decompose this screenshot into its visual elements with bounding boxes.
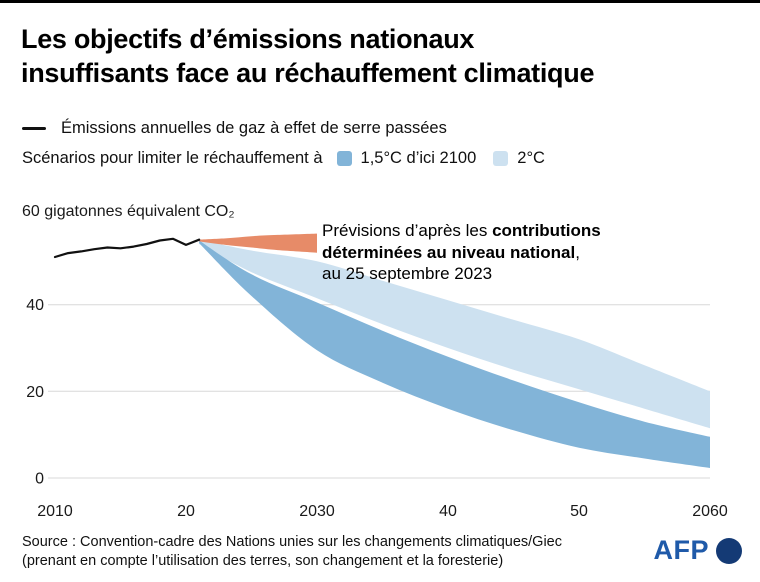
legend-scenarios: Scénarios pour limiter le réchauffement … [22,149,545,168]
y-tick-label-20: 20 [26,384,44,401]
y-tick-label-40: 40 [26,297,44,314]
x-tick-label-2020: 20 [177,503,195,520]
legend-scenario-prefix: Scénarios pour limiter le réchauffement … [22,149,323,167]
title-line-1: Les objectifs d’émissions nationaux [21,24,475,54]
source-line-1: Source : Convention-cadre des Nations un… [22,534,562,550]
legend-past-label: Émissions annuelles de gaz à effet de se… [61,119,447,137]
legend-scenario-2-label: 2°C [517,149,545,167]
ndc-projection-band [199,233,317,253]
scenario-2-swatch [493,151,509,166]
past-line-swatch [22,127,46,130]
x-tick-label-2030: 2030 [299,503,335,520]
afp-logo-text: AFP [653,535,709,565]
x-tick-label-2040: 40 [439,503,457,520]
scenario-1-5c-band [199,240,710,468]
y-axis-top-label: 60 gigatonnes équivalent CO₂ [22,203,235,220]
annotation-prefix: Prévisions d’après les [322,221,493,240]
x-tick-label-2060: 2060 [692,503,728,520]
historical-line [53,237,201,259]
y-tick-label-0: 0 [35,471,44,488]
source-line-2: (prenant en compte l’utilisation des ter… [22,553,504,570]
afp-logo: AFP [653,535,742,565]
annotation-date: au 25 septembre 2023 [322,264,493,284]
title-line-2: insuffisants face au réchauffement clima… [21,58,595,89]
annotation-bold: contributions déterminées au niveau nati… [322,221,601,262]
x-tick-label-2010: 2010 [37,503,73,520]
page-title: Les objectifs d’émissions nationaux insu… [21,22,594,90]
top-border [0,0,760,3]
source-note: Source : Convention-cadre des Nations un… [22,533,562,571]
scenario-2c-band [199,239,710,429]
annotation-comma: , [575,242,580,262]
legend-past-emissions: Émissions annuelles de gaz à effet de se… [22,119,447,138]
x-tick-label-2050: 50 [570,503,588,520]
ndc-annotation: Prévisions d’après les contributions dét… [322,220,627,285]
legend-scenario-1-5-label: 1,5°C d’ici 2100 [360,149,477,167]
afp-logo-circle [716,537,742,564]
scenario-1-5-swatch [336,151,352,166]
